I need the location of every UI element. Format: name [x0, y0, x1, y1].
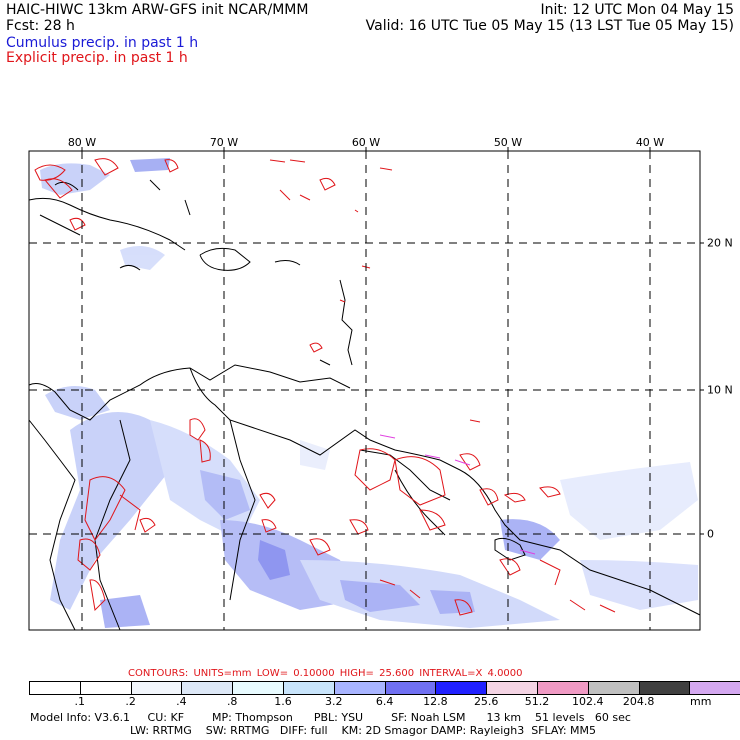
map-frame — [28, 150, 701, 631]
color-bar-tick-label: 102.4 — [572, 695, 604, 708]
lon-label-60w: 60 W — [351, 136, 381, 149]
color-bar-tick-label: .4 — [176, 695, 187, 708]
lon-label-50w: 50 W — [493, 136, 523, 149]
legend-cumulus: Cumulus precip. in past 1 h — [6, 35, 199, 51]
color-bar-tick-label: 12.8 — [423, 695, 448, 708]
model-title: HAIC-HIWC 13km ARW-GFS init NCAR/MMM — [6, 2, 309, 18]
color-bar-swatch — [588, 682, 640, 694]
axis-ticks — [81, 147, 704, 535]
coastlines — [28, 179, 701, 631]
high-precip-marks — [379, 434, 536, 555]
color-bar-tick-label: .1 — [74, 695, 86, 708]
contour-info: CONTOURS: UNITS=mm LOW= 0.10000 HIGH= 25… — [128, 668, 523, 679]
color-bar-swatch — [30, 682, 81, 694]
color-bar-swatch — [182, 682, 234, 694]
color-bar-swatch — [334, 682, 386, 694]
color-bar-tick-label: 204.8 — [622, 695, 655, 708]
color-bar-tick-label: 3.2 — [325, 695, 343, 708]
valid-time: Valid: 16 UTC Tue 05 May 15 (13 LST Tue … — [365, 18, 734, 34]
color-bar-ticks: .1 .2 .4 .8 1.6 3.2 6.4 12.8 25.6 51.2 102.4 204.8 — [29, 695, 689, 708]
color-bar-swatch — [690, 682, 740, 694]
color-bar-units: mm — [690, 695, 712, 708]
color-bar-swatch — [537, 682, 589, 694]
color-bar-swatch — [80, 682, 132, 694]
color-bar-swatch — [233, 682, 284, 694]
forecast-hour: Fcst: 28 h — [6, 18, 75, 34]
lon-label-70w: 70 W — [209, 136, 239, 149]
color-bar-tick-label: 6.4 — [375, 695, 394, 708]
lat-lon-grid — [29, 151, 700, 630]
color-bar-swatch — [131, 682, 183, 694]
color-bar-swatch — [487, 682, 538, 694]
color-bar-tick-label: 25.6 — [473, 695, 499, 708]
color-bar-tick-label: .2 — [125, 695, 136, 708]
lon-label-40w: 40 W — [635, 136, 665, 149]
color-bar-swatch — [436, 682, 488, 694]
color-bar-tick-label: 51.2 — [524, 695, 550, 708]
lon-label-80w: 80 W — [67, 136, 97, 149]
color-bar — [29, 681, 740, 695]
color-bar-tick-label: 1.6 — [274, 695, 292, 708]
color-bar-swatch — [639, 682, 691, 694]
legend-explicit: Explicit precip. in past 1 h — [6, 50, 188, 66]
explicit-precip-contours — [34, 158, 616, 616]
color-bar-swatch — [385, 682, 437, 694]
model-info-line2: LW: RRTMG SW: RRTMG DIFF: full KM: 2D Sm… — [130, 724, 596, 737]
lat-label-0: 0 — [707, 527, 714, 541]
lat-label-10n: 10 N — [707, 383, 733, 397]
lat-label-20n: 20 N — [707, 236, 733, 250]
init-time: Init: 12 UTC Mon 04 May 15 — [540, 2, 734, 18]
cumulus-precip-shading — [40, 158, 698, 628]
color-bar-tick-label: .8 — [226, 695, 238, 708]
model-info-line1: Model Info: V3.6.1 CU: KF MP: Thompson P… — [30, 711, 631, 724]
color-bar-swatch — [283, 682, 335, 694]
